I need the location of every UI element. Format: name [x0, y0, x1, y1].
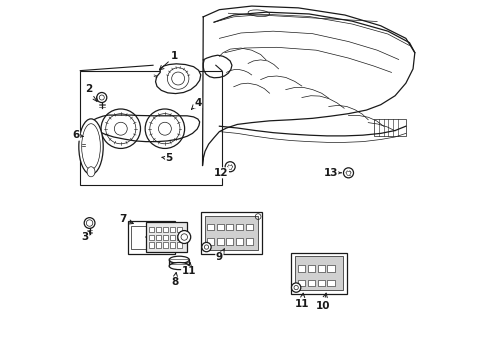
Bar [290, 253, 346, 294]
Bar [298, 280, 305, 286]
Circle shape [343, 168, 353, 178]
Text: 4: 4 [191, 98, 201, 109]
Bar [326, 280, 334, 286]
Bar [245, 238, 252, 244]
Bar [148, 226, 153, 232]
Bar [170, 226, 175, 232]
Bar [156, 226, 161, 232]
Text: 1: 1 [159, 51, 178, 70]
Ellipse shape [87, 167, 95, 177]
Text: 13: 13 [323, 168, 341, 178]
Bar [201, 212, 261, 253]
Bar [145, 222, 187, 252]
Bar [235, 224, 243, 230]
Text: 7: 7 [119, 215, 133, 224]
Bar [326, 265, 334, 272]
Text: 6: 6 [72, 130, 83, 140]
Text: 9: 9 [215, 249, 224, 262]
Bar [148, 234, 153, 240]
Circle shape [84, 218, 95, 228]
Bar [294, 256, 343, 291]
Circle shape [291, 283, 300, 292]
Bar [177, 226, 182, 232]
Circle shape [114, 122, 127, 135]
Text: 8: 8 [171, 273, 178, 287]
Bar [204, 216, 258, 250]
Bar [163, 226, 168, 232]
Bar [307, 280, 314, 286]
Bar [170, 234, 175, 240]
Circle shape [224, 162, 235, 172]
Bar [235, 238, 243, 244]
Text: 11: 11 [294, 293, 308, 309]
Bar [170, 242, 175, 248]
Text: 2: 2 [85, 84, 97, 102]
Text: 3: 3 [81, 231, 89, 242]
Text: 11: 11 [182, 263, 196, 276]
Bar [317, 265, 324, 272]
Bar [216, 238, 223, 244]
Bar [131, 226, 171, 249]
Bar [226, 224, 233, 230]
Bar [373, 119, 405, 136]
Bar [216, 224, 223, 230]
Bar [163, 242, 168, 248]
Circle shape [158, 122, 171, 135]
Text: 10: 10 [316, 293, 330, 311]
Bar [156, 234, 161, 240]
Polygon shape [155, 64, 201, 94]
Text: 5: 5 [162, 153, 172, 163]
Ellipse shape [79, 119, 103, 175]
Bar [206, 224, 214, 230]
Bar [156, 242, 161, 248]
Bar [206, 238, 214, 244]
Bar [177, 242, 182, 248]
Circle shape [97, 93, 106, 103]
Bar [298, 265, 305, 272]
Polygon shape [91, 115, 199, 141]
Bar [128, 221, 174, 253]
Bar [80, 71, 222, 185]
Ellipse shape [169, 256, 189, 263]
Circle shape [202, 242, 211, 252]
Bar [245, 224, 252, 230]
Circle shape [178, 230, 190, 243]
Bar [317, 280, 324, 286]
Bar [307, 265, 314, 272]
Bar [226, 238, 233, 244]
Ellipse shape [169, 262, 189, 270]
Text: 12: 12 [214, 168, 228, 178]
Bar [148, 242, 153, 248]
Bar [177, 234, 182, 240]
Bar [163, 234, 168, 240]
